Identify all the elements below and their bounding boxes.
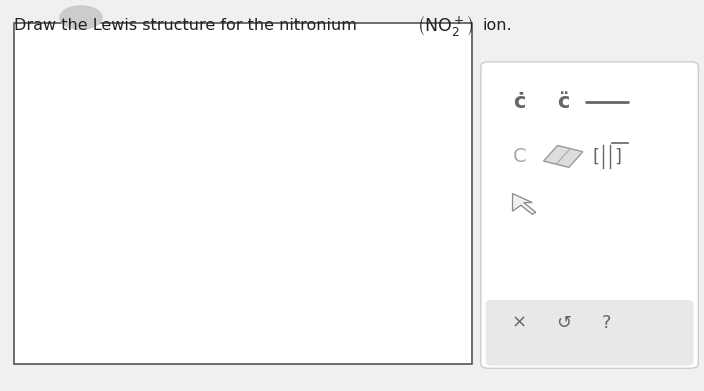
Text: Draw the Lewis structure for the nitronium: Draw the Lewis structure for the nitroni… (14, 18, 362, 33)
Text: ?: ? (602, 314, 612, 332)
Text: ċ: ċ (513, 91, 526, 112)
FancyBboxPatch shape (486, 300, 693, 366)
Text: c̈: c̈ (557, 91, 570, 112)
Polygon shape (543, 145, 583, 167)
Text: $\left(\mathrm{NO}_2^+\right)$: $\left(\mathrm{NO}_2^+\right)$ (417, 13, 473, 38)
FancyBboxPatch shape (481, 62, 698, 368)
Polygon shape (513, 194, 536, 214)
FancyBboxPatch shape (14, 23, 472, 364)
Text: ]: ] (614, 147, 621, 165)
Circle shape (60, 6, 102, 29)
Text: ↺: ↺ (555, 314, 571, 332)
Text: [: [ (593, 147, 600, 165)
Text: ×: × (512, 314, 527, 332)
Text: ion.: ion. (482, 18, 512, 33)
Text: C: C (513, 147, 527, 166)
